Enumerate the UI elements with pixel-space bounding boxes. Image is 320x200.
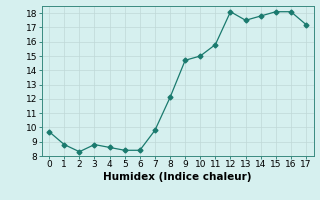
- X-axis label: Humidex (Indice chaleur): Humidex (Indice chaleur): [103, 172, 252, 182]
